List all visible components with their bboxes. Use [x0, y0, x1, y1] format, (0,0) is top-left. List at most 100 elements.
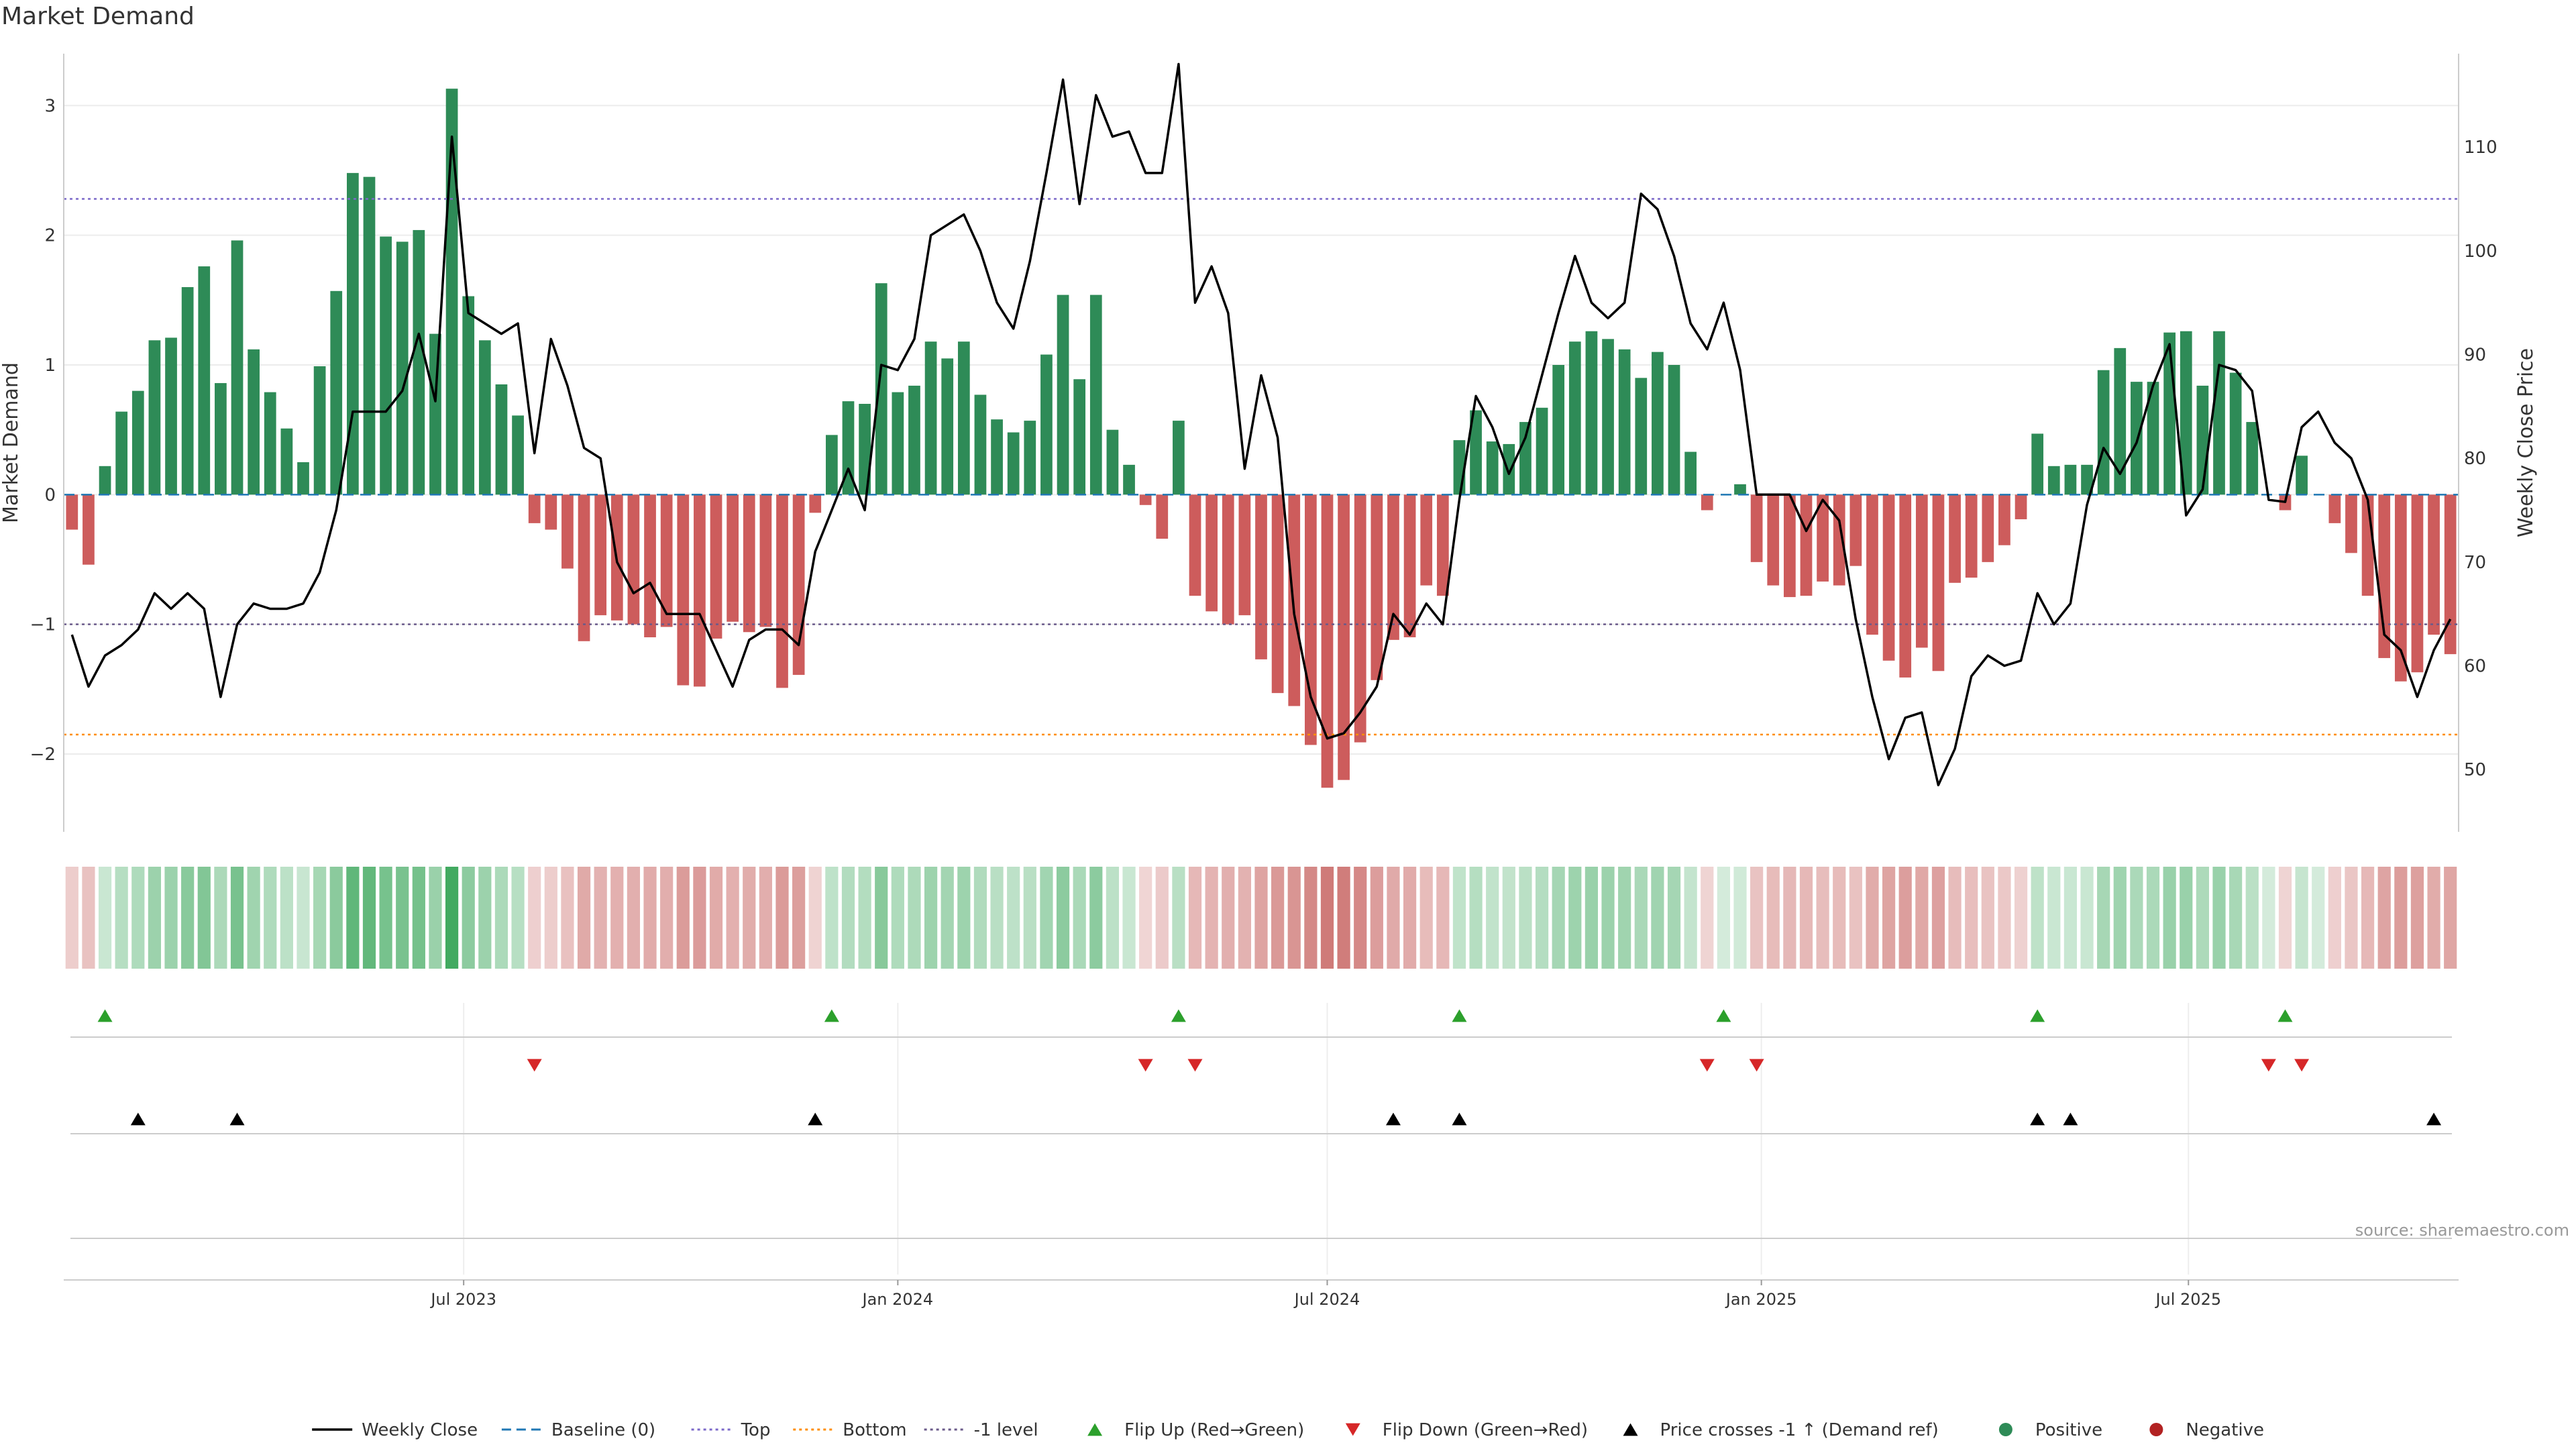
demand-bar-positive [2296, 455, 2308, 495]
heat-cell [1354, 867, 1367, 969]
heat-cell [1271, 867, 1285, 969]
y2-tick-label: 80 [2464, 449, 2486, 469]
heat-cell [825, 867, 839, 969]
demand-bar-positive [1568, 341, 1581, 495]
demand-bar-negative [743, 494, 755, 633]
flip-up-marker [2277, 1009, 2293, 1022]
demand-bar-negative [2345, 494, 2357, 553]
demand-bar-negative [2361, 494, 2374, 596]
demand-bar-negative [1139, 494, 1152, 505]
demand-bar-negative [1899, 494, 1912, 678]
demand-bar-positive [2229, 372, 2242, 495]
flip-up-marker [1716, 1009, 1731, 1022]
demand-bar-negative [1882, 494, 1895, 661]
heat-cell [1106, 867, 1120, 969]
heat-cell [1931, 867, 1945, 969]
heat-cell [1073, 867, 1086, 969]
demand-bar-positive [2213, 331, 2225, 495]
demand-bar-negative [710, 494, 722, 639]
heat-cell [1502, 867, 1515, 969]
heat-cell [610, 867, 624, 969]
demand-bar-negative [792, 494, 805, 676]
legend-item: -1 level [924, 1420, 1038, 1440]
flip-down-marker [1187, 1059, 1203, 1072]
demand-bar-positive [330, 290, 343, 495]
heat-cell [1469, 867, 1483, 969]
demand-bar-negative [1420, 494, 1433, 586]
y-tick-label: 0 [44, 485, 56, 505]
demand-bar-positive [1040, 354, 1053, 495]
demand-bar-negative [1800, 494, 1813, 596]
y2-tick-label: 60 [2464, 657, 2486, 677]
demand-bar-negative [594, 494, 607, 616]
demand-bar-positive [2196, 385, 2209, 495]
heat-cell [2146, 867, 2160, 969]
heat-cell [115, 867, 128, 969]
legend-swatch [2149, 1423, 2163, 1436]
heat-cell [2180, 867, 2193, 969]
heat-cell [1403, 867, 1417, 969]
demand-bar-positive [1734, 484, 1746, 495]
heat-cell [1882, 867, 1896, 969]
demand-bar-positive [512, 415, 524, 495]
demand-bar-positive [859, 404, 871, 495]
heat-cell [1601, 867, 1615, 969]
heat-cell [313, 867, 327, 969]
legend-item: Weekly Close [312, 1420, 478, 1440]
heat-cell [1701, 867, 1714, 969]
flip-up-marker [1452, 1009, 1467, 1022]
demand-bar-positive [1470, 410, 1482, 495]
demand-bar-positive [2097, 370, 2110, 495]
demand-bar-negative [1156, 494, 1169, 539]
heat-cell [2245, 867, 2259, 969]
heat-cell [1007, 867, 1020, 969]
heat-cell [396, 867, 409, 969]
demand-bar-negative [1255, 494, 1267, 659]
legend-item: Top [691, 1420, 770, 1440]
heat-cell [2278, 867, 2292, 969]
heat-cell [2312, 867, 2325, 969]
legend-item: Negative [2149, 1420, 2264, 1440]
heat-cell [214, 867, 227, 969]
heat-cell [2080, 867, 2094, 969]
demand-bar-positive [99, 466, 111, 495]
heat-cell [1552, 867, 1565, 969]
heat-cell [445, 867, 459, 969]
y2-tick-label: 100 [2464, 241, 2498, 262]
legend-swatch [1345, 1423, 1360, 1436]
demand-bar-positive [2047, 466, 2060, 495]
demand-bar-negative [759, 494, 772, 627]
demand-bar-positive [2131, 382, 2143, 495]
heat-cell [2229, 867, 2243, 969]
demand-bar-negative [644, 494, 656, 637]
demand-bar-positive [875, 283, 888, 495]
demand-bar-positive [248, 349, 260, 495]
flip-up-marker [1171, 1009, 1186, 1022]
demand-bar-positive [1684, 451, 1697, 495]
heat-cell [1089, 867, 1103, 969]
legend-label: Positive [2035, 1420, 2102, 1440]
heat-cell [362, 867, 376, 969]
heat-cell [2047, 867, 2061, 969]
heat-cell [412, 867, 425, 969]
heat-cell [1172, 867, 1185, 969]
demand-bar-positive [380, 236, 392, 495]
heat-cell [924, 867, 938, 969]
heat-cell [1585, 867, 1599, 969]
demand-bar-positive [908, 385, 920, 495]
heat-cell [1188, 867, 1202, 969]
heat-cell [65, 867, 78, 969]
heat-cell [1750, 867, 1764, 969]
heat-cell [2394, 867, 2408, 969]
heat-cell [2097, 867, 2110, 969]
legend-label: -1 level [974, 1420, 1038, 1440]
demand-bar-positive [413, 229, 425, 495]
demand-bar-positive [1089, 294, 1102, 495]
heat-cell [148, 867, 162, 969]
y2-tick-label: 70 [2464, 553, 2486, 573]
heat-cell [494, 867, 508, 969]
legend-item: Bottom [793, 1420, 907, 1440]
heat-cell [1833, 867, 1846, 969]
x-tick-label: Jul 2025 [2154, 1290, 2221, 1309]
